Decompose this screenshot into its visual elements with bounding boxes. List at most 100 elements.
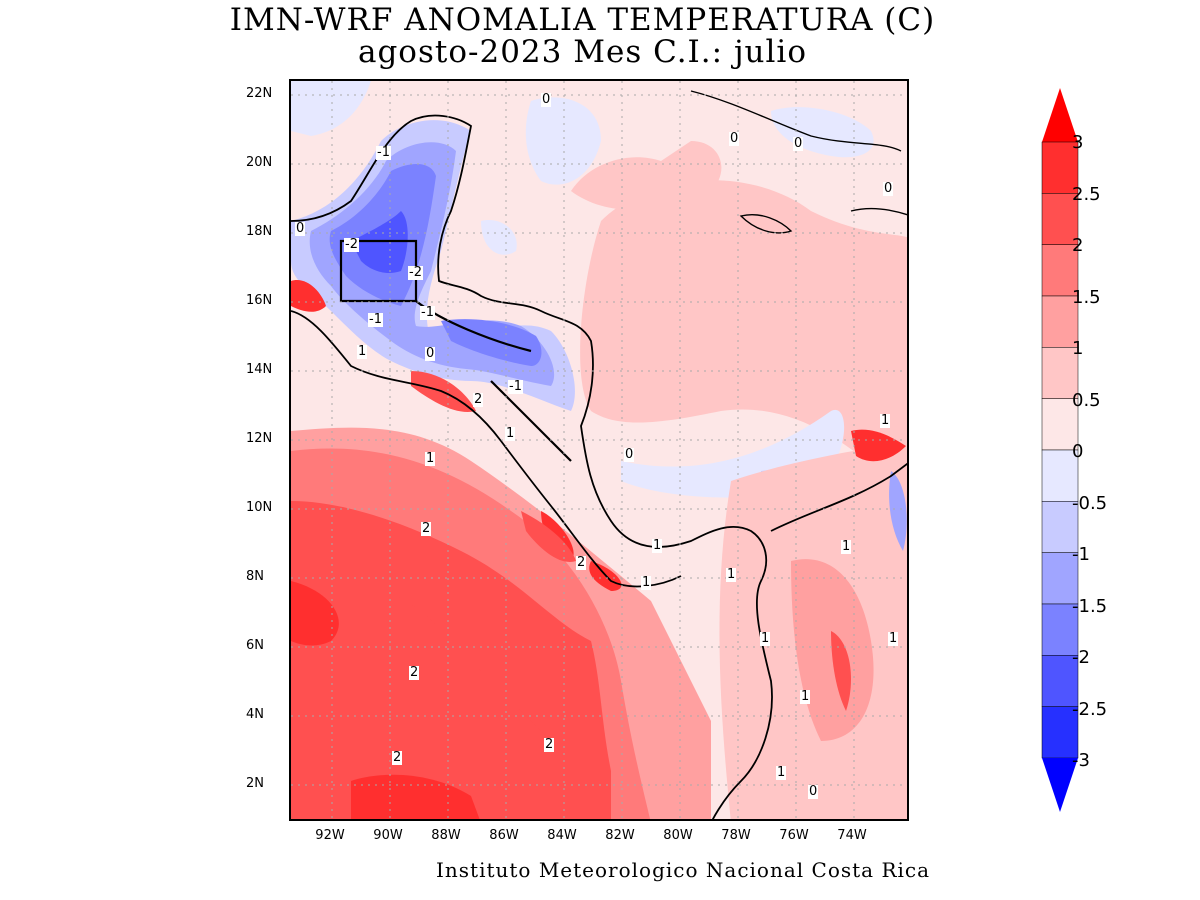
lat-label: 20N bbox=[246, 155, 273, 170]
contour-label: -2 bbox=[408, 265, 423, 280]
contour-label: 0 bbox=[793, 136, 804, 151]
contour-label: 1 bbox=[880, 413, 891, 428]
contour-label: -1 bbox=[420, 305, 435, 320]
lat-label: 16N bbox=[246, 293, 273, 308]
map-grid bbox=[291, 81, 907, 819]
island-group bbox=[690, 90, 907, 234]
lon-label: 86W bbox=[489, 828, 519, 843]
contour-label: 0 bbox=[425, 346, 436, 361]
colorbar-label: 3 bbox=[1072, 132, 1084, 153]
contour-label: 1 bbox=[425, 451, 436, 466]
contour-label: 2 bbox=[421, 521, 432, 536]
anomaly-region bbox=[351, 774, 480, 819]
contour-label: 2 bbox=[392, 750, 403, 765]
contour-label: 0 bbox=[541, 92, 552, 107]
colorbar-step bbox=[1041, 295, 1079, 348]
lon-label: 76W bbox=[779, 828, 809, 843]
jamaica-outline bbox=[739, 214, 793, 234]
lat-label: 10N bbox=[246, 500, 273, 515]
lon-label: 92W bbox=[315, 828, 345, 843]
lat-label: 2N bbox=[246, 776, 264, 791]
contour-label: 1 bbox=[357, 344, 368, 359]
lat-label: 14N bbox=[246, 362, 273, 377]
colorbar-label: 1.5 bbox=[1072, 287, 1101, 308]
contour-label: 2 bbox=[544, 737, 555, 752]
colorbar-step bbox=[1041, 655, 1079, 707]
anomaly-map bbox=[291, 81, 907, 819]
colorbar-label: 0.5 bbox=[1072, 390, 1101, 411]
colorbar-label: -1.5 bbox=[1072, 596, 1108, 617]
contour-label: 0 bbox=[808, 784, 819, 799]
contour-label: -1 bbox=[508, 379, 523, 394]
contour-label: -1 bbox=[368, 312, 383, 327]
anomaly-region bbox=[441, 319, 542, 366]
contour-label: -2 bbox=[344, 237, 359, 252]
colorbar-step bbox=[1041, 398, 1079, 451]
contour-label: 1 bbox=[505, 426, 516, 441]
contour-label: 1 bbox=[841, 539, 852, 554]
border-nicaragua bbox=[490, 380, 572, 462]
lon-label: 78W bbox=[721, 828, 751, 843]
colorbar-label: -2.5 bbox=[1072, 699, 1108, 720]
lon-label: 88W bbox=[431, 828, 461, 843]
coastline-colombia bbox=[770, 462, 907, 532]
contour-label: 1 bbox=[726, 567, 737, 582]
anomaly-region bbox=[571, 141, 722, 210]
anomaly-region bbox=[481, 220, 517, 255]
colorbar-step bbox=[1041, 193, 1079, 245]
anomaly-region bbox=[291, 280, 326, 312]
contour-label: 1 bbox=[652, 538, 663, 553]
contour-label: 1 bbox=[760, 631, 771, 646]
contour-label: 1 bbox=[641, 575, 652, 590]
coastline-group bbox=[291, 114, 907, 819]
credit-text: Instituto Meteorologico Nacional Costa R… bbox=[436, 858, 931, 882]
anomaly-region bbox=[521, 511, 576, 562]
colorbar bbox=[1041, 88, 1079, 812]
colorbar-label: -0.5 bbox=[1072, 493, 1108, 514]
lon-label: 90W bbox=[373, 828, 403, 843]
colorbar-step bbox=[1041, 501, 1079, 553]
contour-label: 2 bbox=[409, 665, 420, 680]
colorbar-label: 0 bbox=[1072, 441, 1084, 462]
contour-label: 2 bbox=[473, 392, 484, 407]
colorbar-label: -2 bbox=[1072, 647, 1090, 668]
lat-label: 12N bbox=[246, 431, 273, 446]
anomaly-region bbox=[291, 81, 371, 136]
anomaly-region bbox=[291, 581, 339, 646]
lat-label: 4N bbox=[246, 707, 264, 722]
hispaniola-outline bbox=[850, 207, 907, 216]
map-panel bbox=[289, 79, 909, 821]
coastline-pacific bbox=[291, 310, 682, 588]
colorbar-label: -3 bbox=[1072, 750, 1090, 771]
contour-label: 1 bbox=[800, 689, 811, 704]
colorbar-step bbox=[1041, 449, 1079, 502]
lon-label: 74W bbox=[837, 828, 867, 843]
lat-label: 6N bbox=[246, 638, 264, 653]
colorbar-step bbox=[1041, 244, 1079, 297]
anomaly-region bbox=[851, 429, 906, 462]
colorbar-step bbox=[1041, 347, 1079, 399]
colorbar-label: 2 bbox=[1072, 235, 1084, 256]
lon-label: 82W bbox=[605, 828, 635, 843]
anomaly-region bbox=[291, 571, 571, 819]
chart-title-line1: IMN-WRF ANOMALIA TEMPERATURA (C) bbox=[229, 2, 936, 38]
colorbar-step bbox=[1041, 552, 1079, 605]
colorbar-steps bbox=[1041, 141, 1079, 759]
colorbar-bottom-arrow bbox=[1042, 758, 1078, 812]
coastline-caribbean bbox=[291, 114, 773, 819]
colorbar-label: -1 bbox=[1072, 544, 1090, 565]
cuba-outline bbox=[690, 90, 902, 152]
chart-title-line2: agosto-2023 Mes C.I.: julio bbox=[357, 34, 808, 70]
contour-label: 0 bbox=[295, 221, 306, 236]
anomaly-region bbox=[889, 471, 907, 551]
colorbar-label: 2.5 bbox=[1072, 184, 1101, 205]
contour-label: 0 bbox=[624, 447, 635, 462]
colorbar-step bbox=[1041, 706, 1079, 759]
contour-label: 1 bbox=[776, 765, 787, 780]
colorbar-top-arrow bbox=[1042, 88, 1078, 142]
contour-label: 2 bbox=[576, 555, 587, 570]
contour-label: -1 bbox=[376, 145, 391, 160]
colorbar-step bbox=[1041, 603, 1079, 656]
colorbar-label: 1 bbox=[1072, 338, 1084, 359]
contour-label: 0 bbox=[729, 131, 740, 146]
